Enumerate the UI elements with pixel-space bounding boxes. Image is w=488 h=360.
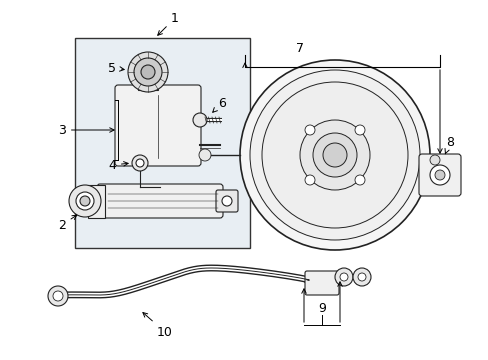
Circle shape [429,155,439,165]
Circle shape [193,113,206,127]
Circle shape [128,52,168,92]
FancyBboxPatch shape [97,184,223,218]
Circle shape [199,149,210,161]
Circle shape [354,175,364,185]
Bar [75,38,249,248]
Circle shape [249,70,419,240]
Circle shape [334,268,352,286]
Text: 5: 5 [108,62,124,75]
FancyBboxPatch shape [418,154,460,196]
Circle shape [136,159,143,167]
Circle shape [134,58,162,86]
Circle shape [69,185,101,217]
Circle shape [434,170,444,180]
Circle shape [357,273,365,281]
Circle shape [429,165,449,185]
FancyBboxPatch shape [305,271,338,295]
Circle shape [53,291,63,301]
Text: 1: 1 [158,12,179,35]
FancyBboxPatch shape [216,190,238,212]
Text: 2: 2 [58,215,77,231]
Circle shape [240,60,429,250]
Circle shape [339,273,347,281]
Text: 4: 4 [108,158,128,171]
Circle shape [305,175,314,185]
Text: 3: 3 [58,123,114,136]
Circle shape [132,155,148,171]
Bar [138,78,158,90]
Circle shape [222,196,231,206]
Circle shape [80,196,90,206]
Circle shape [305,125,314,135]
Circle shape [299,120,369,190]
Circle shape [312,133,356,177]
Polygon shape [88,185,105,218]
Circle shape [48,286,68,306]
Text: 10: 10 [142,312,173,338]
Circle shape [354,125,364,135]
Text: 8: 8 [444,135,453,154]
Circle shape [76,192,94,210]
Text: 7: 7 [295,41,304,54]
Circle shape [262,82,407,228]
Circle shape [352,268,370,286]
Circle shape [141,65,155,79]
Circle shape [323,143,346,167]
Text: 9: 9 [317,302,325,315]
Text: 6: 6 [212,96,225,112]
FancyBboxPatch shape [115,85,201,166]
